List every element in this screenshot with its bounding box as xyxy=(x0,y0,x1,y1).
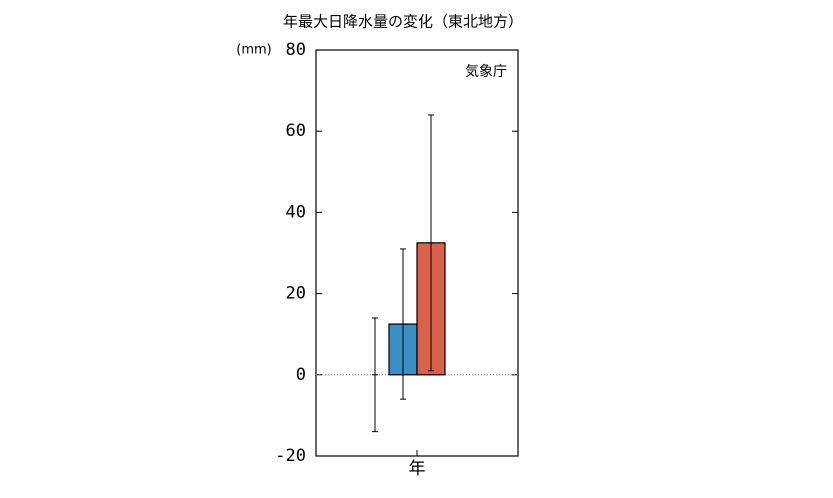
error-bar xyxy=(428,114,434,372)
y-tick-label: 0 xyxy=(296,365,306,385)
y-tick-label: 40 xyxy=(286,202,306,222)
y-tick-label: 80 xyxy=(286,40,306,60)
y-axis-label: (mm) xyxy=(236,43,271,58)
x-tick-label: 年 xyxy=(409,459,426,479)
y-tick-label: 60 xyxy=(286,121,306,141)
error-bar xyxy=(400,248,406,400)
error-bar xyxy=(372,317,378,433)
chart-title: 年最大日降水量の変化（東北地方） xyxy=(283,13,523,31)
y-tick-label: 20 xyxy=(286,284,306,304)
annotation: 気象庁 xyxy=(465,64,507,80)
y-tick-label: -20 xyxy=(275,446,306,466)
